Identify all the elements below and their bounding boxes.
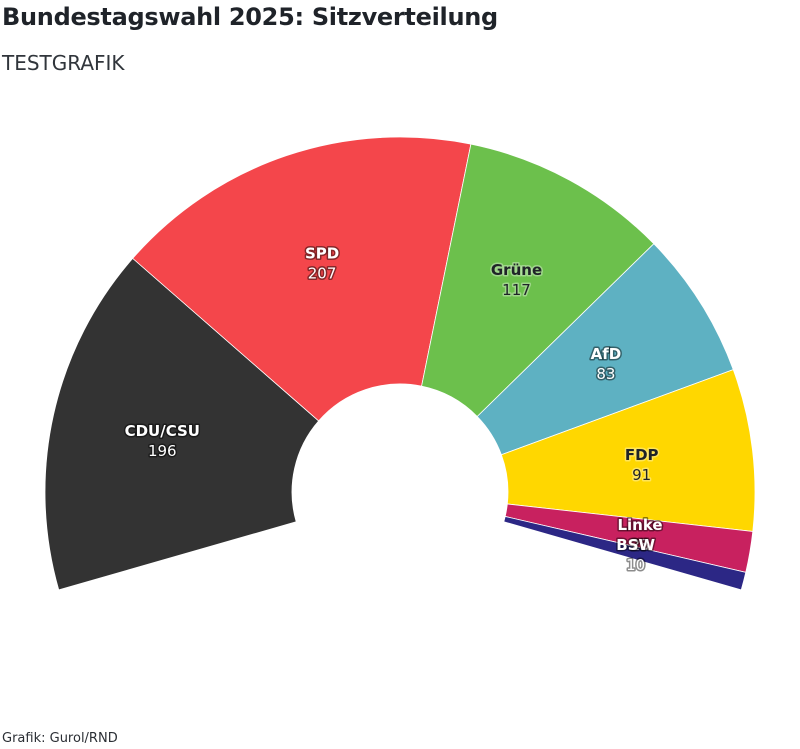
- segment-label-bsw: BSW: [616, 536, 655, 554]
- segment-label-fdp: FDP: [625, 446, 659, 464]
- segment-label-cdu-csu: CDU/CSU: [125, 422, 200, 440]
- segment-value-bsw: 10: [626, 556, 645, 574]
- segment-label-spd: SPD: [305, 244, 339, 262]
- segment-label-gruene: Grüne: [491, 261, 542, 279]
- chart-segments: [44, 136, 756, 591]
- chart-labels: CDU/CSU 196 SPD 207 Grüne 117 AfD 83 FDP 91 Linke 2…: [123, 243, 664, 576]
- segment-value-spd: 207: [308, 264, 337, 282]
- segment-value-afd: 83: [596, 365, 615, 383]
- segment-gruene: [421, 143, 655, 418]
- segment-label-afd: AfD: [591, 345, 622, 363]
- chart-subtitle: TESTGRAFIK: [2, 51, 125, 75]
- segment-value-fdp: 91: [632, 466, 651, 484]
- segment-bsw: [503, 515, 747, 591]
- segment-label-linke: Linke: [617, 516, 662, 534]
- chart-title: Bundestagswahl 2025: Sitzverteilung: [2, 3, 498, 31]
- segment-value-cdu-csu: 196: [148, 442, 177, 460]
- segment-cdu-csu: [44, 257, 320, 591]
- segment-fdp: [500, 369, 756, 532]
- segment-spd: [132, 136, 472, 422]
- segment-value-linke: 23: [630, 536, 649, 554]
- chart-credit: Grafik: Gurol/RND: [2, 731, 118, 746]
- segment-value-gruene: 117: [502, 281, 531, 299]
